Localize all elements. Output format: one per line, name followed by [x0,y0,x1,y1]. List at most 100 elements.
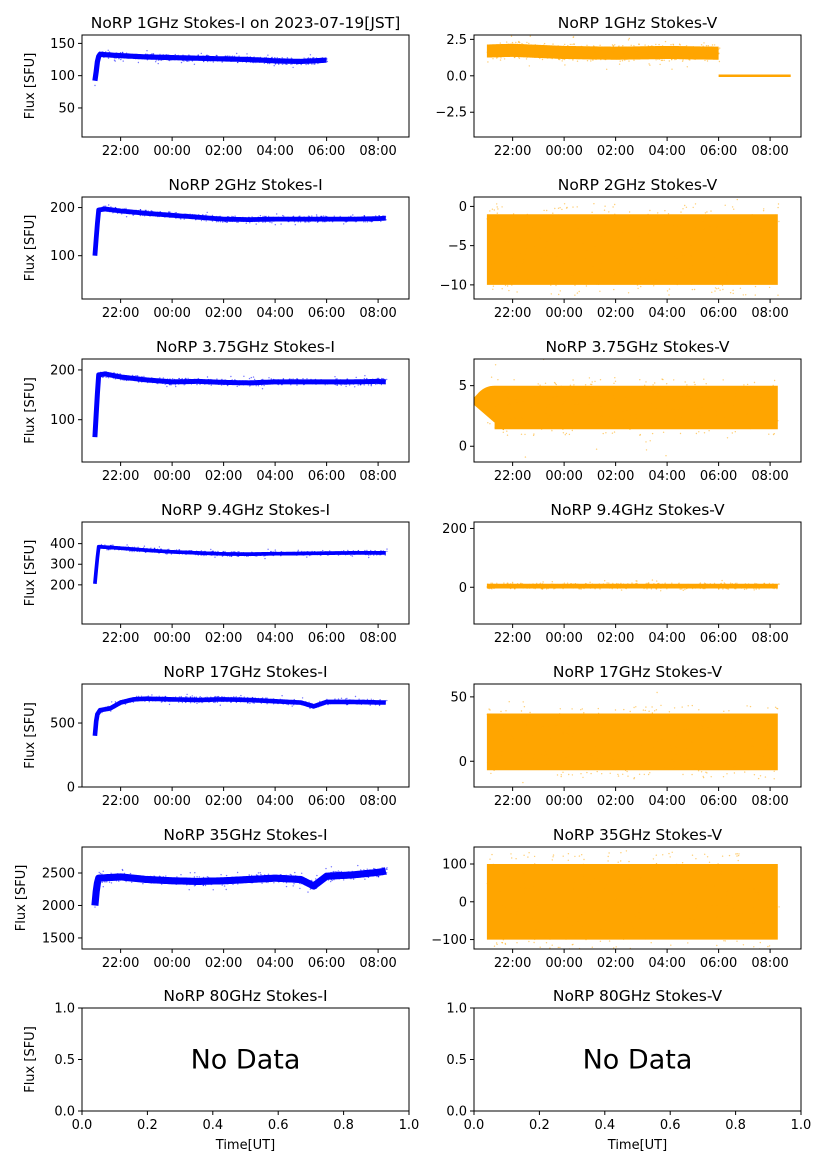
data-point [269,880,271,882]
data-point [504,270,506,273]
data-point [574,404,576,406]
data-point [268,700,270,702]
data-point [750,193,751,194]
data-point [639,885,642,887]
data-point [662,46,664,48]
data-point [724,204,726,206]
data-point [193,217,195,219]
data-point [702,584,704,586]
data-point [378,554,381,556]
data-point [264,876,267,878]
data-point [223,699,225,702]
data-point [504,51,506,53]
data-point [571,43,573,46]
data-point [554,382,557,385]
data-point [492,586,494,588]
data-point [234,878,237,880]
data-point [713,586,716,588]
data-point [184,213,186,215]
data-point [578,402,580,404]
data-point [338,381,340,384]
data-point [264,554,266,557]
data-point [222,218,224,221]
data-point [542,420,544,422]
data-point [685,218,687,220]
data-point [564,64,566,66]
data-point [602,399,604,401]
data-point [290,702,292,704]
data-point [714,51,716,53]
data-point [570,427,573,429]
data-point [767,907,769,909]
data-point [488,263,490,265]
y-axis-label: Flux [SFU] [23,377,38,444]
data-point [315,214,318,216]
data-point [659,54,661,56]
data-point [100,878,103,880]
data-point [504,389,507,391]
data-point [166,882,168,884]
data-point [751,736,754,739]
data-point [517,420,520,422]
data-point [606,387,608,390]
data-point [292,700,294,702]
data-point [126,546,128,549]
data-point [761,235,763,237]
data-point [769,750,772,752]
data-point [645,706,647,708]
data-point [99,881,101,884]
data-point [716,225,718,227]
data-point [709,226,711,228]
data-point [252,875,254,878]
data-point [650,47,653,50]
data-point [493,586,495,588]
data-point [278,382,280,384]
data-point [567,56,570,58]
data-point [216,60,218,62]
x-tick-label: 06:00 [700,144,737,159]
data-point [335,871,337,873]
data-point [602,281,604,283]
data-point [349,383,352,385]
data-point [186,60,188,62]
data-point [306,556,308,558]
data-point [563,58,566,61]
data-point [251,701,253,703]
data-point [531,390,533,392]
data-point [263,58,266,60]
data-point [185,55,187,57]
data-point [135,378,137,381]
data-point [494,426,496,429]
data-point [217,381,219,383]
data-point [506,45,508,48]
data-point [199,697,201,699]
data-point [734,395,736,397]
data-point [630,248,632,251]
data-point [259,872,261,874]
data-point [535,898,537,900]
data-point [700,586,703,588]
data-point [294,219,296,221]
data-point [183,699,185,701]
data-point [523,219,526,221]
data-point [293,221,296,223]
data-point [614,377,616,379]
data-point [744,754,746,756]
data-point [95,412,97,414]
data-point [494,764,496,766]
data-point [709,586,711,588]
data-point [317,220,320,222]
data-point [711,44,714,46]
data-point [373,217,375,220]
data-point [311,215,313,217]
data-point [721,278,724,281]
data-point [745,588,748,590]
data-point [687,426,689,428]
data-point [267,548,269,550]
data-point [656,386,658,388]
data-point [535,880,537,882]
data-point [747,583,750,585]
data-point [611,588,613,590]
data-point [740,720,742,722]
data-point [723,587,725,589]
